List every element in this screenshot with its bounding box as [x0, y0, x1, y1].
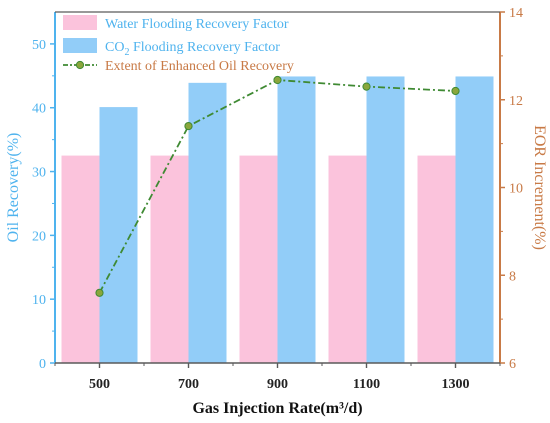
right-tick-label-12: 12 [509, 94, 523, 109]
x-tick-label-1300: 1300 [442, 377, 470, 392]
eor-point-1300 [451, 86, 460, 96]
right-tick-label-8: 8 [509, 269, 516, 284]
right-y-axis-label: EOR Increment(%) [531, 125, 548, 250]
bar-co2-500 [99, 107, 138, 364]
right-tick-label-14: 14 [509, 6, 523, 21]
left-tick-label-20: 20 [32, 229, 46, 244]
left-tick-label-30: 30 [32, 166, 46, 181]
legend-label-co2-subscript: 2 [124, 47, 129, 58]
left-tick-label-40: 40 [32, 102, 46, 117]
legend-label-co2-suffix: Flooding Recovery Factor [129, 40, 280, 55]
legend-label-co2: CO2 Flooding Recovery Factor [105, 40, 280, 58]
x-axis-label: Gas Injection Rate(m³/d) [192, 400, 362, 417]
eor-point-900 [273, 75, 282, 85]
legend-label-eor: Extent of Enhanced Oil Recovery [105, 59, 294, 74]
x-tick-label-1100: 1100 [353, 377, 380, 392]
left-y-axis-label: Oil Recovery(%) [5, 133, 22, 243]
right-tick-label-6: 6 [509, 357, 516, 372]
legend: Water Flooding Recovery Factor CO2 Flood… [63, 15, 294, 74]
bar-water-900 [239, 155, 278, 363]
axis-labels: Gas Injection Rate(m³/d) Oil Recovery(%)… [5, 125, 548, 417]
x-tick-label-500: 500 [89, 377, 110, 392]
legend-label-co2-prefix: CO [105, 40, 124, 55]
eor-point-500 [95, 288, 104, 297]
bar-water-1100 [328, 155, 367, 363]
bar-water-700 [150, 155, 189, 363]
legend-swatch-co2 [63, 38, 97, 53]
legend-label-water: Water Flooding Recovery Factor [105, 17, 289, 32]
x-tick-label-700: 700 [178, 377, 199, 392]
bar-group [61, 76, 494, 364]
left-tick-label-0: 0 [39, 357, 46, 372]
bar-co2-1300 [455, 76, 494, 363]
bar-co2-900 [277, 76, 316, 363]
bar-water-1300 [417, 155, 456, 363]
left-tick-label-50: 50 [32, 38, 46, 53]
bar-co2-1100 [366, 76, 405, 363]
eor-line-group [95, 75, 460, 297]
eor-point-1100 [362, 82, 371, 91]
tick-group: 0 10 20 30 40 50 6 8 10 12 14 500 700 900 1100 1300 [32, 6, 523, 392]
right-tick-label-10: 10 [509, 182, 523, 197]
legend-swatch-water [63, 15, 97, 30]
left-tick-label-10: 10 [32, 293, 46, 308]
legend-marker-eor [75, 60, 85, 70]
bar-co2-700 [188, 82, 227, 363]
eor-point-700 [184, 121, 193, 131]
x-tick-label-900: 900 [267, 377, 288, 392]
bar-water-500 [61, 155, 100, 363]
